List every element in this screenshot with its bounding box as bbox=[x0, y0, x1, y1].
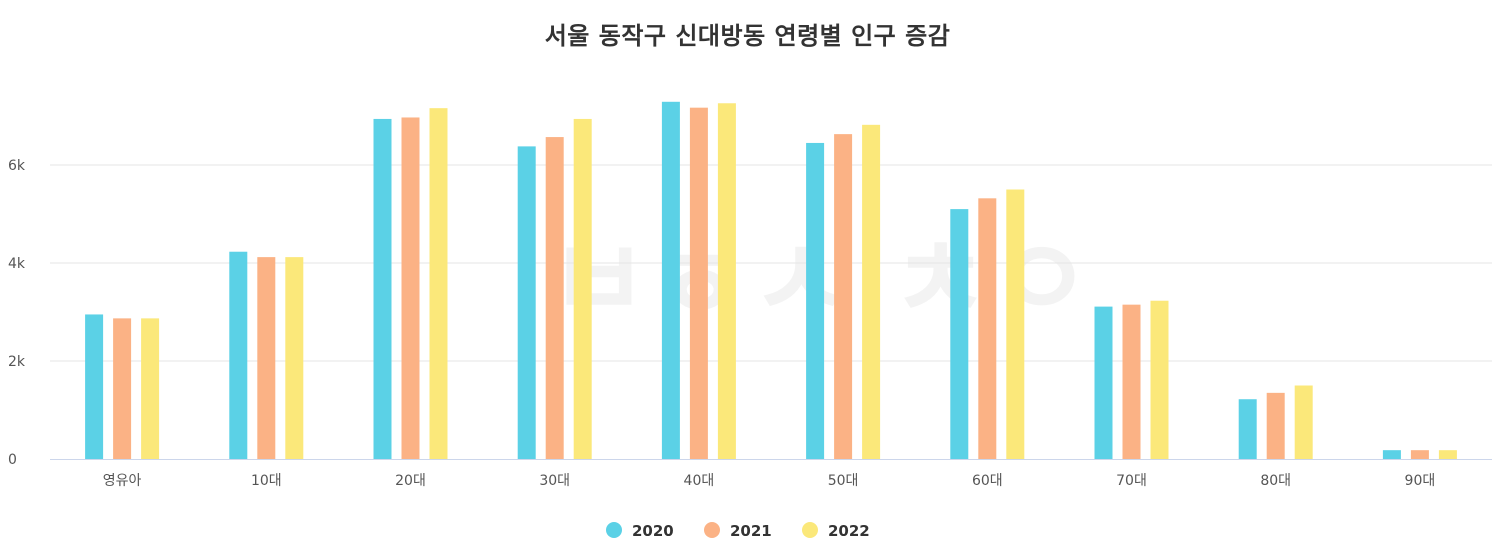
bar-2022[interactable] bbox=[1294, 385, 1313, 460]
bar-2021[interactable] bbox=[257, 257, 276, 459]
bar-2021[interactable] bbox=[1122, 304, 1141, 459]
bar-2020[interactable] bbox=[806, 142, 825, 459]
legend-swatch bbox=[802, 522, 818, 538]
bar-2022[interactable] bbox=[717, 103, 736, 459]
bar-2020[interactable] bbox=[229, 251, 248, 459]
y-tick-label: 6k bbox=[8, 158, 26, 174]
legend-label: 2022 bbox=[828, 522, 870, 540]
bar-2022[interactable] bbox=[573, 118, 592, 459]
bar-2020[interactable] bbox=[517, 146, 536, 459]
x-tick-label: 30대 bbox=[539, 473, 570, 489]
bar-2022[interactable] bbox=[141, 318, 160, 459]
legend-label: 2021 bbox=[730, 522, 772, 540]
legend-swatch bbox=[704, 522, 720, 538]
x-tick-label: 50대 bbox=[828, 473, 859, 489]
x-axis: 영유아 10대 20대 30대 40대 50대 60대 70대 80대 90대 bbox=[50, 459, 1492, 489]
bar-2020[interactable] bbox=[661, 101, 680, 459]
y-tick-label: 0 bbox=[8, 452, 17, 468]
x-tick-label: 90대 bbox=[1405, 473, 1436, 489]
chart-title: 서울 동작구 신대방동 연령별 인구 증감 bbox=[544, 22, 951, 50]
bar-2022[interactable] bbox=[429, 108, 448, 459]
legend-swatch bbox=[606, 522, 622, 538]
bar-2020[interactable] bbox=[373, 118, 392, 459]
bar-2022[interactable] bbox=[1006, 189, 1025, 460]
x-tick-label: 20대 bbox=[395, 473, 426, 489]
x-tick-label: 40대 bbox=[684, 473, 715, 489]
bar-2022[interactable] bbox=[285, 257, 304, 459]
bar-2021[interactable] bbox=[1410, 450, 1429, 459]
legend-label: 2020 bbox=[632, 522, 674, 540]
x-tick-label: 10대 bbox=[251, 473, 282, 489]
legend-item-2021[interactable]: 2021 bbox=[704, 522, 772, 540]
bar-2020[interactable] bbox=[1238, 399, 1257, 459]
bar-2020[interactable] bbox=[1382, 450, 1401, 459]
x-tick-label: 70대 bbox=[1116, 473, 1147, 489]
bar-2021[interactable] bbox=[113, 318, 132, 459]
bar-2021[interactable] bbox=[978, 198, 997, 459]
bar-2021[interactable] bbox=[689, 107, 708, 460]
bar-2021[interactable] bbox=[1266, 392, 1285, 459]
legend-item-2020[interactable]: 2020 bbox=[606, 522, 674, 540]
bar-2021[interactable] bbox=[401, 117, 420, 459]
x-tick-label: 80대 bbox=[1260, 473, 1291, 489]
bar-2020[interactable] bbox=[85, 314, 104, 459]
y-tick-label: 4k bbox=[8, 256, 26, 272]
bar-2022[interactable] bbox=[1150, 300, 1169, 459]
bar-2021[interactable] bbox=[545, 137, 564, 459]
bar-2020[interactable] bbox=[1094, 306, 1113, 459]
bar-2020[interactable] bbox=[950, 209, 969, 459]
y-tick-label: 2k bbox=[8, 354, 26, 370]
bar-2022[interactable] bbox=[862, 124, 881, 459]
legend: 2020 2021 2022 bbox=[606, 522, 870, 540]
x-tick-label: 영유아 bbox=[103, 473, 142, 489]
bar-2022[interactable] bbox=[1438, 450, 1457, 459]
legend-item-2022[interactable]: 2022 bbox=[802, 522, 870, 540]
bars bbox=[85, 101, 1457, 460]
bar-2021[interactable] bbox=[834, 134, 853, 459]
y-axis: 0 2k 4k 6k bbox=[8, 158, 26, 468]
x-tick-label: 60대 bbox=[972, 473, 1003, 489]
